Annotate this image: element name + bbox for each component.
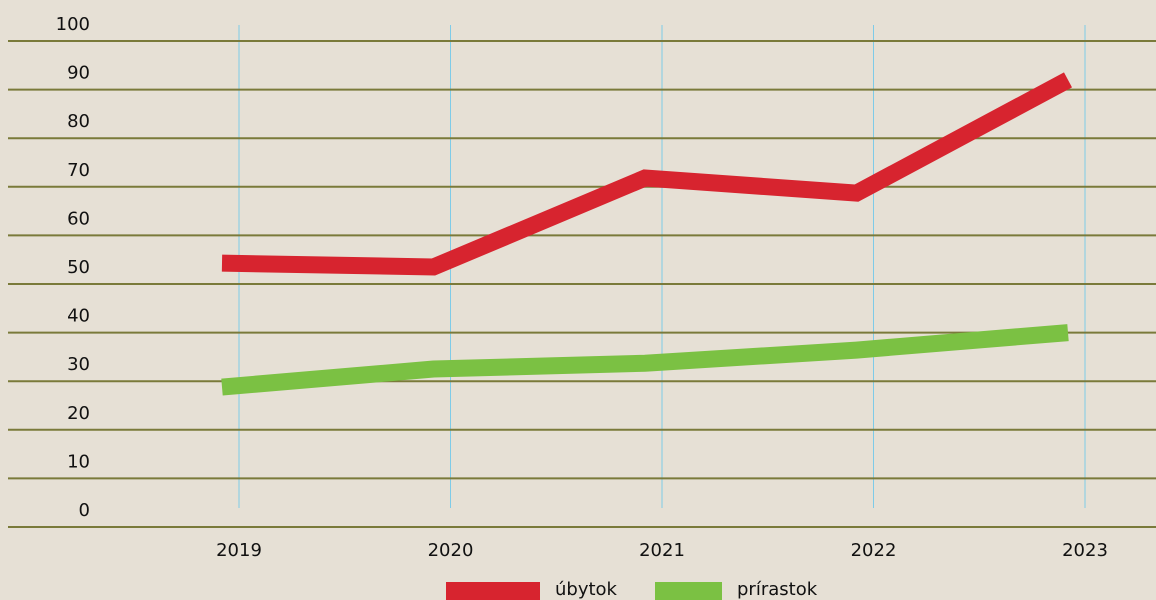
y-tick-label: 30	[67, 354, 90, 375]
y-tick-label: 50	[67, 257, 90, 278]
x-tick-label: 2021	[639, 540, 685, 561]
y-tick-label: 80	[67, 111, 90, 132]
y-tick-label: 90	[67, 63, 90, 84]
x-tick-label: 2023	[1062, 540, 1108, 561]
y-tick-label: 60	[67, 208, 90, 229]
y-tick-label: 20	[67, 403, 90, 424]
x-tick-label: 2022	[851, 540, 897, 561]
y-tick-label: 40	[67, 306, 90, 327]
y-tick-label: 70	[67, 160, 90, 181]
legend-label: prírastok	[737, 579, 818, 600]
x-tick-label: 2020	[428, 540, 474, 561]
y-tick-label: 100	[56, 14, 90, 35]
x-tick-label: 2019	[216, 540, 262, 561]
legend-swatch	[446, 582, 540, 600]
y-tick-label: 10	[67, 451, 90, 472]
legend-swatch	[655, 582, 722, 600]
line	[221, 72, 1073, 276]
y-tick-label: 0	[79, 500, 90, 521]
legend-label: úbytok	[555, 579, 618, 600]
line	[221, 324, 1069, 396]
